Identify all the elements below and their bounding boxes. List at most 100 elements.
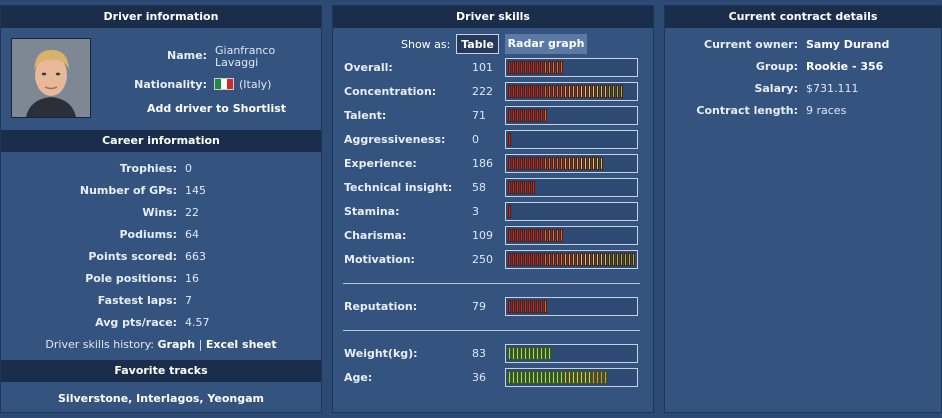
skill-bar-segment bbox=[592, 253, 595, 266]
skill-value: 186 bbox=[472, 157, 493, 170]
skill-bar-segment bbox=[540, 347, 543, 360]
italy-flag-icon bbox=[214, 78, 234, 90]
gps-label: Number of GPs: bbox=[79, 184, 177, 197]
skill-bar-segment bbox=[584, 157, 587, 170]
skill-bar-segment bbox=[532, 85, 535, 98]
tab-table[interactable]: Table bbox=[456, 34, 499, 54]
favorite-tracks-header: Favorite tracks bbox=[1, 360, 321, 382]
skill-bar-segment bbox=[544, 347, 547, 360]
skill-bar-segment bbox=[524, 61, 527, 74]
skill-bar-segment bbox=[576, 85, 579, 98]
skill-bar bbox=[505, 297, 638, 316]
skill-bar-segment bbox=[596, 85, 599, 98]
skill-bar-segment bbox=[520, 181, 523, 194]
skill-value: 58 bbox=[472, 181, 486, 194]
skill-bar-segment bbox=[572, 85, 575, 98]
skill-bar-segment bbox=[536, 85, 539, 98]
skills-history-label: Driver skills history: bbox=[45, 338, 155, 351]
skill-bar bbox=[505, 106, 638, 125]
podiums-value: 64 bbox=[185, 228, 199, 241]
tab-radar-graph[interactable]: Radar graph bbox=[505, 34, 587, 54]
skill-bar-segment bbox=[512, 109, 515, 122]
skill-bar bbox=[505, 58, 638, 77]
skill-bar-segment bbox=[508, 61, 511, 74]
skill-bar-segment bbox=[612, 85, 615, 98]
skill-bar-segment bbox=[600, 157, 603, 170]
skill-bar-segment bbox=[552, 85, 555, 98]
skill-bar-segment bbox=[544, 157, 547, 170]
skill-bar-segment bbox=[512, 85, 515, 98]
add-to-shortlist-link[interactable]: Add driver to Shortlist bbox=[147, 102, 287, 115]
skill-bar-segment bbox=[544, 300, 547, 313]
contract-header: Current contract details bbox=[665, 6, 941, 28]
skill-bar-segment bbox=[576, 253, 579, 266]
skill-bar-segment bbox=[580, 253, 583, 266]
driver-first-name: Gianfranco bbox=[215, 44, 276, 57]
history-graph-link[interactable]: Graph bbox=[157, 338, 196, 351]
skill-bar-segment bbox=[540, 300, 543, 313]
skill-bar-segment bbox=[528, 85, 531, 98]
skill-bar-segment bbox=[520, 347, 523, 360]
skill-bar-segment bbox=[572, 371, 575, 384]
wins-label: Wins: bbox=[142, 206, 177, 219]
group-label: Group: bbox=[755, 60, 798, 73]
skill-label: Weight(kg): bbox=[344, 347, 418, 360]
skill-bar-segment bbox=[608, 85, 611, 98]
skill-bar-segment bbox=[516, 85, 519, 98]
contract-length-label: Contract length: bbox=[696, 104, 798, 117]
avg-pts-label: Avg pts/race: bbox=[95, 316, 177, 329]
skill-bar-segment bbox=[556, 229, 559, 242]
skill-label: Technical insight: bbox=[344, 181, 453, 194]
skill-bar-segment bbox=[552, 229, 555, 242]
skill-bar-segment bbox=[596, 253, 599, 266]
skill-bar-segment bbox=[540, 109, 543, 122]
skill-bar-segment bbox=[568, 371, 571, 384]
skill-label: Motivation: bbox=[344, 253, 415, 266]
contract-length-value: 9 races bbox=[806, 104, 847, 117]
poles-value: 16 bbox=[185, 272, 199, 285]
skill-bar-segment bbox=[548, 229, 551, 242]
owner-label: Current owner: bbox=[704, 38, 798, 51]
contract-panel: Current contract details Current owner: … bbox=[664, 5, 942, 413]
history-excel-link[interactable]: Excel sheet bbox=[205, 338, 277, 351]
skill-label: Stamina: bbox=[344, 205, 400, 218]
skill-bar-segment bbox=[564, 253, 567, 266]
skill-bar-segment bbox=[516, 253, 519, 266]
skill-bar-segment bbox=[544, 61, 547, 74]
fastest-laps-label: Fastest laps: bbox=[97, 294, 177, 307]
skill-bar-segment bbox=[524, 253, 527, 266]
skill-bar-segment bbox=[536, 157, 539, 170]
skill-bar-segment bbox=[564, 85, 567, 98]
skill-bar-segment bbox=[548, 347, 551, 360]
skill-bar-segment bbox=[536, 347, 539, 360]
skill-bar-segment bbox=[596, 157, 599, 170]
wins-value: 22 bbox=[185, 206, 199, 219]
skill-bar-segment bbox=[556, 371, 559, 384]
points-label: Points scored: bbox=[88, 250, 177, 263]
skill-bar-segment bbox=[508, 205, 511, 218]
skill-bar-segment bbox=[620, 85, 623, 98]
skill-bar-segment bbox=[524, 85, 527, 98]
skill-bar-segment bbox=[552, 371, 555, 384]
driver-skills-panel: Driver skills Show as: Table Radar graph… bbox=[332, 5, 654, 413]
podiums-label: Podiums: bbox=[119, 228, 177, 241]
skill-bar-segment bbox=[536, 229, 539, 242]
skill-bar-segment bbox=[516, 229, 519, 242]
owner-value: Samy Durand bbox=[806, 38, 890, 51]
skill-bar bbox=[505, 82, 638, 101]
skill-bar-segment bbox=[588, 253, 591, 266]
skill-bar-segment bbox=[532, 229, 535, 242]
skill-bar-segment bbox=[564, 157, 567, 170]
skill-bar-segment bbox=[508, 347, 511, 360]
skill-bar-segment bbox=[576, 157, 579, 170]
skill-bar-segment bbox=[528, 371, 531, 384]
skill-bar-segment bbox=[568, 85, 571, 98]
skill-bar-segment bbox=[556, 253, 559, 266]
skill-bar-segment bbox=[620, 253, 623, 266]
driver-skills-header: Driver skills bbox=[333, 6, 653, 28]
skill-bar-segment bbox=[512, 61, 515, 74]
skill-bar-segment bbox=[540, 157, 543, 170]
skill-bar-segment bbox=[600, 253, 603, 266]
skill-label: Aggressiveness: bbox=[344, 133, 446, 146]
skill-label: Age: bbox=[344, 371, 373, 384]
